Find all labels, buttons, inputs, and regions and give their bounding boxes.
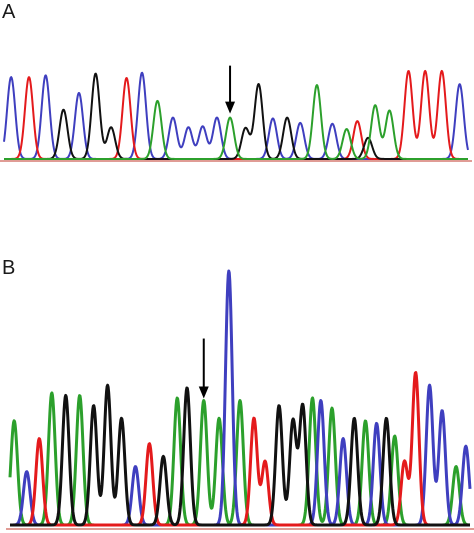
chromatogram-panel-b: [6, 269, 474, 530]
panel-label-a: A: [2, 1, 16, 23]
trace-a: [3, 84, 469, 160]
panel-label-b: B: [2, 257, 16, 279]
arrow-indicator: [198, 338, 209, 399]
arrow-indicator: [225, 65, 236, 114]
chromatogram-panel-a: [0, 65, 472, 162]
trace-g: [9, 383, 471, 527]
trace-a: [8, 391, 471, 527]
